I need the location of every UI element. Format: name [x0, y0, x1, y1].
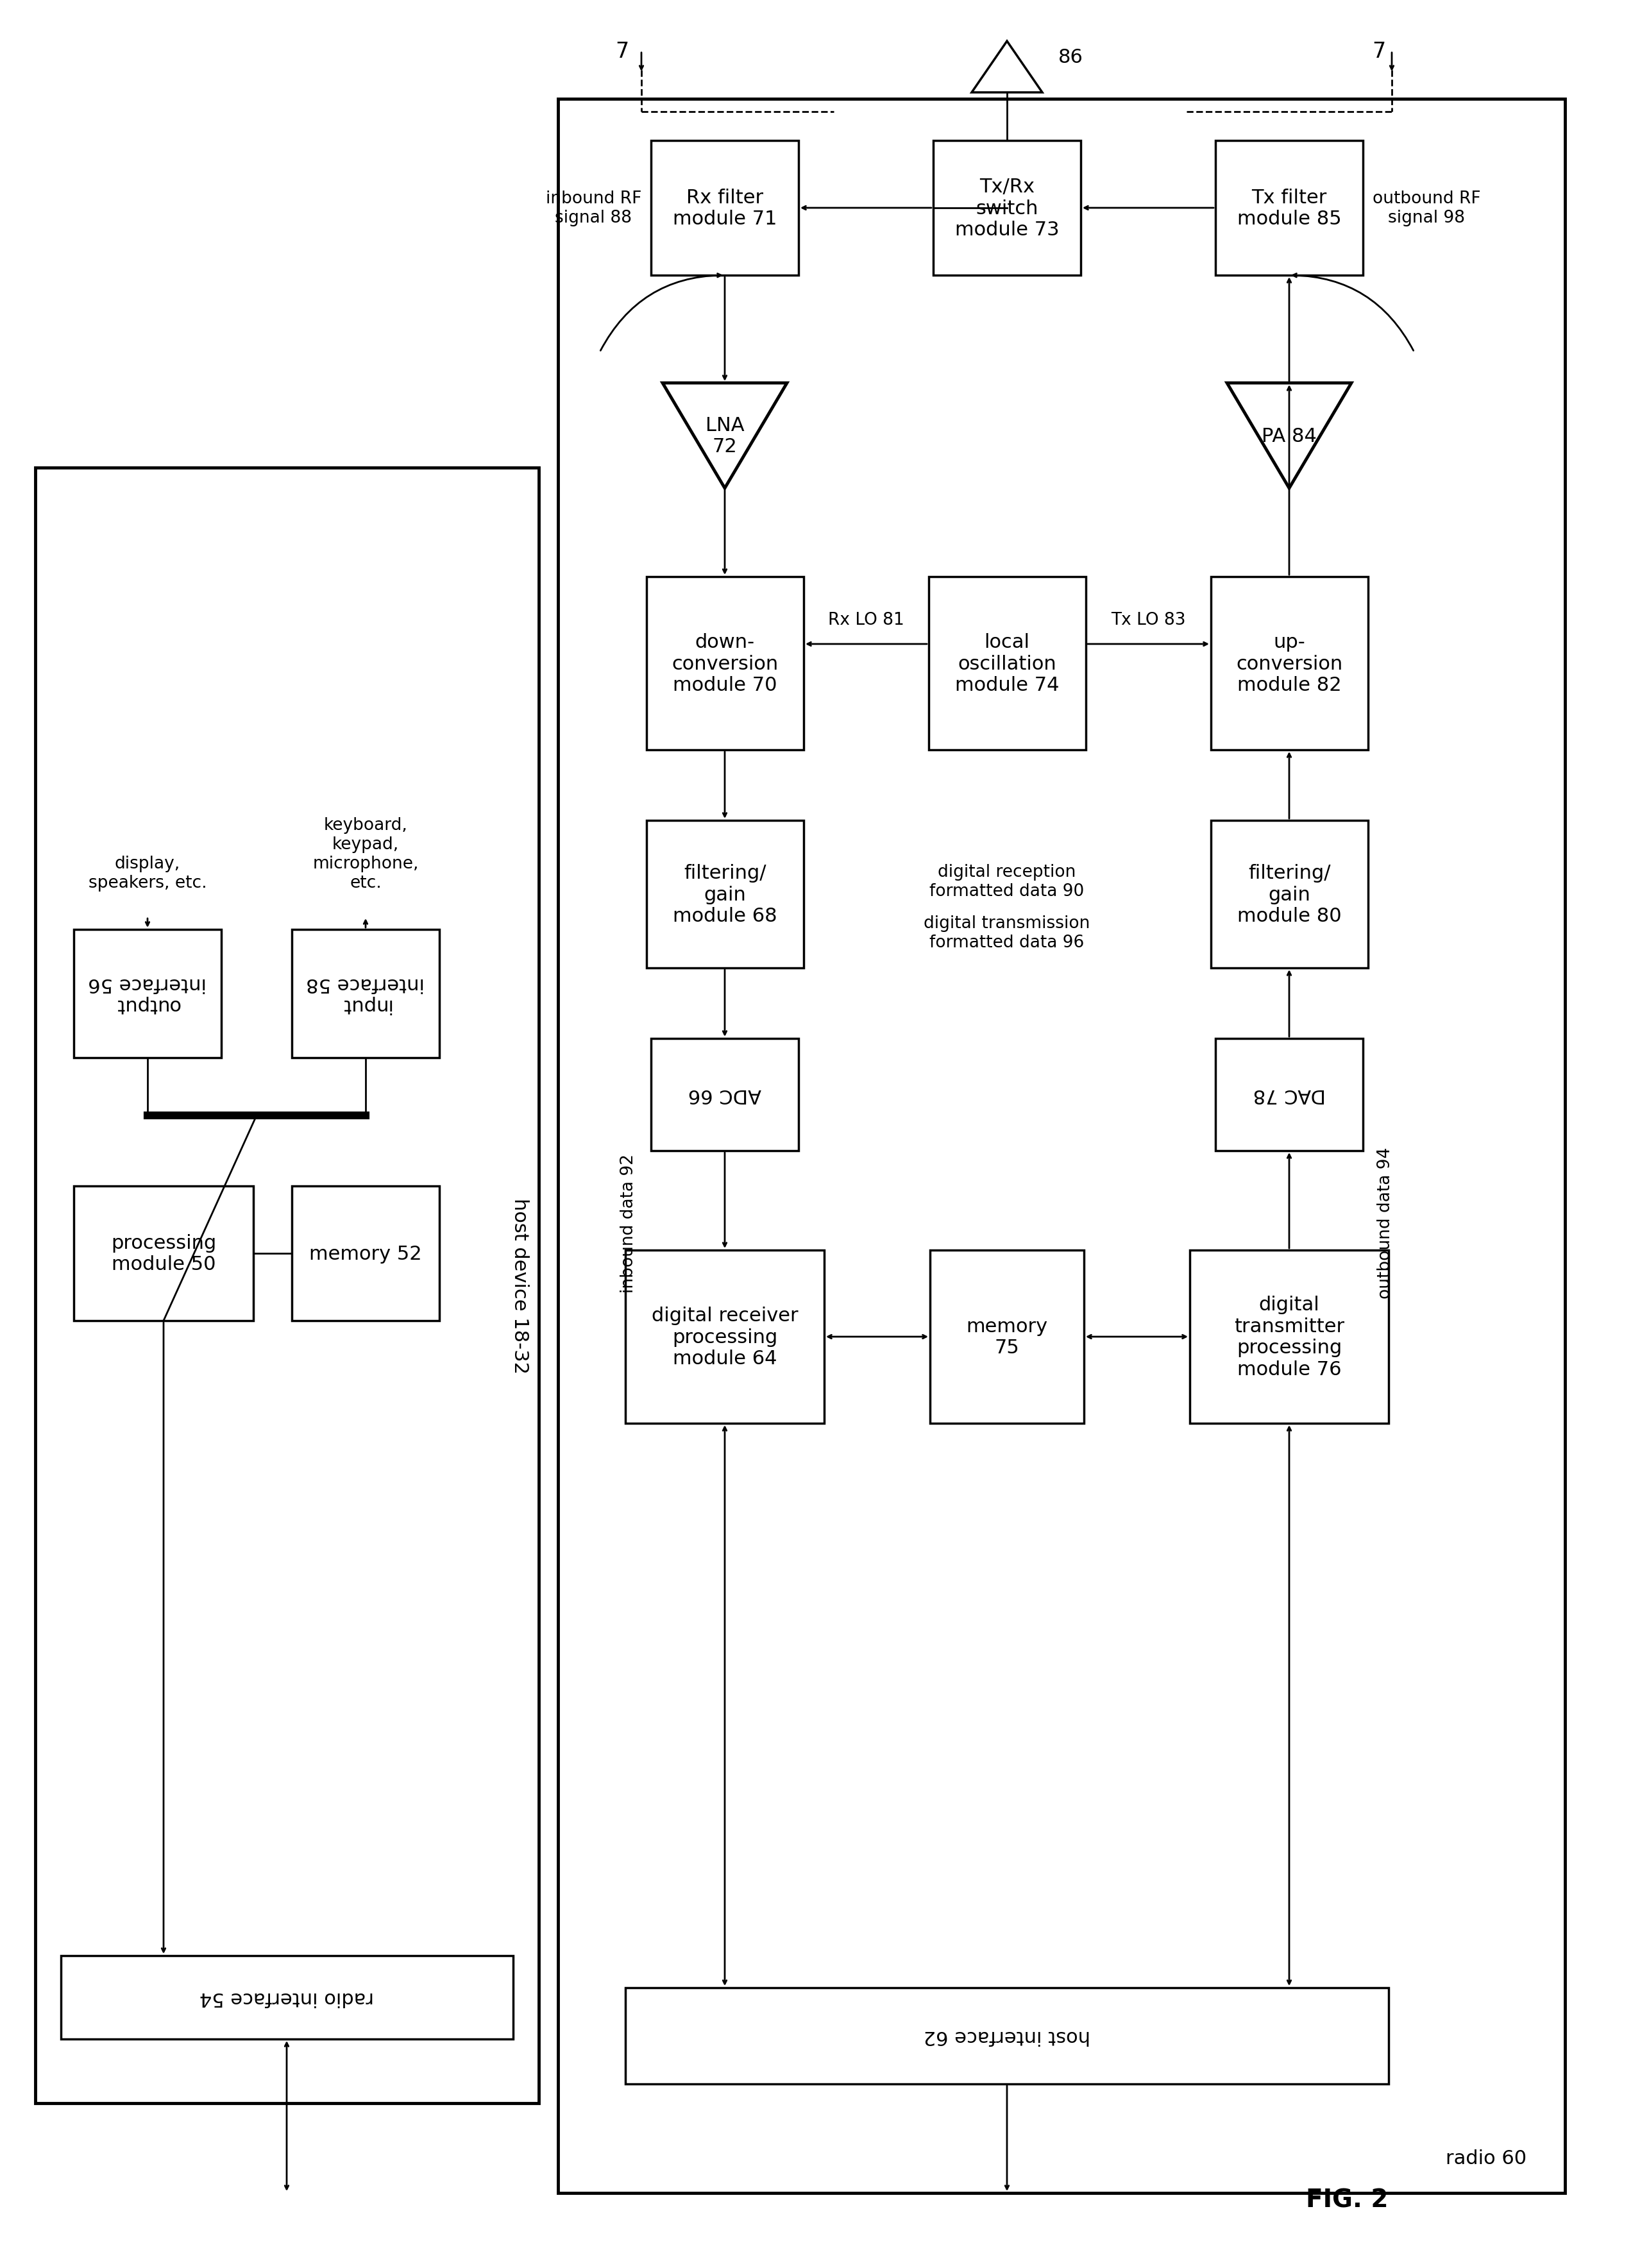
Text: Tx filter
module 85: Tx filter module 85	[1237, 188, 1341, 229]
Polygon shape	[663, 383, 787, 488]
Text: ADC 66: ADC 66	[688, 1086, 762, 1105]
Text: filtering/
gain
module 68: filtering/ gain module 68	[673, 864, 777, 925]
Text: Tx/Rx
switch
module 73: Tx/Rx switch module 73	[955, 177, 1059, 238]
Text: Rx filter
module 71: Rx filter module 71	[673, 188, 777, 229]
Bar	[61, 1955, 513, 2039]
Text: memory
75: memory 75	[966, 1318, 1047, 1356]
Bar	[1191, 1250, 1388, 1424]
Bar	[292, 930, 439, 1057]
Text: radio 60: radio 60	[1446, 2148, 1527, 2168]
Text: digital
transmitter
processing
module 76: digital transmitter processing module 76	[1233, 1295, 1344, 1379]
Text: keyboard,
keypad,
microphone,
etc.: keyboard, keypad, microphone, etc.	[313, 816, 419, 891]
Bar	[1215, 141, 1364, 277]
Bar	[1210, 821, 1369, 968]
Text: host interface 62: host interface 62	[923, 2028, 1090, 2046]
Text: down-
conversion
module 70: down- conversion module 70	[671, 633, 778, 694]
Bar	[928, 576, 1085, 751]
Text: Rx LO 81: Rx LO 81	[828, 612, 904, 628]
Bar	[557, 100, 1565, 2193]
Text: inbound RF
signal 88: inbound RF signal 88	[546, 191, 641, 227]
Text: 7: 7	[615, 41, 628, 61]
Text: 7: 7	[1372, 41, 1385, 61]
Text: up-
conversion
module 82: up- conversion module 82	[1235, 633, 1342, 694]
Text: output
interface 56: output interface 56	[89, 973, 206, 1014]
Text: filtering/
gain
module 80: filtering/ gain module 80	[1237, 864, 1341, 925]
Bar	[625, 1987, 1388, 2084]
Text: display,
speakers, etc.: display, speakers, etc.	[89, 855, 206, 891]
Text: 86: 86	[1059, 48, 1083, 66]
Polygon shape	[971, 41, 1042, 93]
Bar	[625, 1250, 824, 1424]
Bar	[1210, 576, 1369, 751]
Text: processing
module 50: processing module 50	[110, 1234, 216, 1275]
Text: digital receiver
processing
module 64: digital receiver processing module 64	[651, 1306, 798, 1368]
Text: digital reception
formatted data 90: digital reception formatted data 90	[930, 864, 1085, 900]
Text: radio interface 54: radio interface 54	[200, 1989, 374, 2007]
Text: memory 52: memory 52	[310, 1245, 422, 1263]
Text: inbound data 92: inbound data 92	[620, 1152, 637, 1293]
Text: DAC 78: DAC 78	[1253, 1086, 1326, 1105]
Text: Tx LO 83: Tx LO 83	[1111, 612, 1186, 628]
Bar	[35, 467, 539, 2102]
Text: FIG. 2: FIG. 2	[1306, 2189, 1388, 2211]
Text: outbound RF
signal 98: outbound RF signal 98	[1372, 191, 1481, 227]
Text: LNA
72: LNA 72	[706, 415, 744, 456]
Text: PA 84: PA 84	[1261, 426, 1316, 445]
Text: digital transmission
formatted data 96: digital transmission formatted data 96	[923, 914, 1090, 950]
Text: local
oscillation
module 74: local oscillation module 74	[955, 633, 1059, 694]
Text: input
interface 58: input interface 58	[307, 973, 425, 1014]
Bar	[1215, 1039, 1364, 1150]
Bar	[651, 1039, 798, 1150]
Bar	[646, 576, 803, 751]
Bar	[651, 141, 798, 277]
Polygon shape	[1227, 383, 1352, 488]
Bar	[74, 1186, 254, 1320]
Text: host device 18-32: host device 18-32	[510, 1198, 529, 1374]
Text: outbound data 94: outbound data 94	[1377, 1148, 1393, 1300]
Bar	[646, 821, 803, 968]
Bar	[933, 141, 1080, 277]
Bar	[930, 1250, 1083, 1424]
Bar	[74, 930, 221, 1057]
Bar	[292, 1186, 439, 1320]
